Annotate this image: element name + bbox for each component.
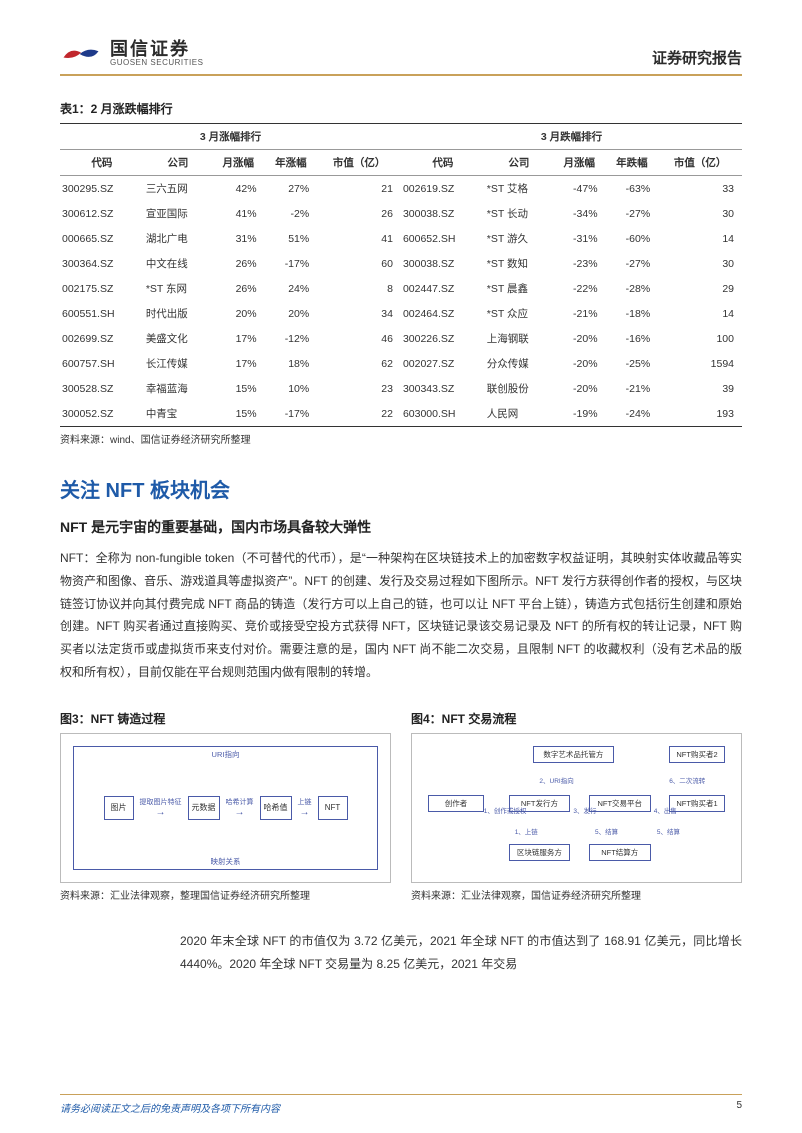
logo-cn-text: 国信证券 xyxy=(110,40,203,59)
th-mchg2: 月涨幅 xyxy=(553,150,606,176)
table-row: 300295.SZ三六五网42%27%21002619.SZ*ST 艾格-47%… xyxy=(60,176,742,202)
logo-block: 国信证券 GUOSEN SECURITIES xyxy=(60,40,203,68)
figure-3: 图3：NFT 铸造过程 URI指向 图片 提取图片特征→ 元数据 哈希计算→ 哈… xyxy=(60,710,391,902)
section-body: NFT：全称为 non-fungible token（不可替代的代币），是“一种… xyxy=(60,547,742,684)
table-row: 000665.SZ湖北广电31%51%41600652.SH*ST 游久-31%… xyxy=(60,226,742,251)
fig4-edge-6: 5、结算 xyxy=(595,826,618,836)
table-row: 300528.SZ幸福蓝海15%10%23300343.SZ联创股份-20%-2… xyxy=(60,376,742,401)
fig3-top-label: URI指向 xyxy=(74,749,377,760)
page-footer: 请务必阅读正文之后的免责声明及各项下所有内容 5 xyxy=(60,1094,742,1115)
fig4-edge-7: 5、结算 xyxy=(657,826,680,836)
fig4-title: 图4：NFT 交易流程 xyxy=(411,710,742,727)
table-row: 600757.SH长江传媒17%18%62002027.SZ分众传媒-20%-2… xyxy=(60,351,742,376)
fig4-node-settle: NFT结算方 xyxy=(589,844,651,861)
fig3-edge-0: 提取图片特征 xyxy=(140,797,182,807)
fig3-title: 图3：NFT 铸造过程 xyxy=(60,710,391,727)
fig3-edge-2: 上链 xyxy=(298,797,312,807)
footer-page-number: 5 xyxy=(736,1100,742,1115)
fig3-node-0: 图片 xyxy=(104,796,134,820)
fig4-edge-4: 4、出售 xyxy=(654,805,677,815)
fig4-node-chain: 区块链服务方 xyxy=(509,844,571,861)
table-row: 300612.SZ宣亚国际41%-2%26300038.SZ*ST 长动-34%… xyxy=(60,201,742,226)
th-mktcap: 市值（亿） xyxy=(317,150,401,176)
fig4-node-exchange: NFT交易平台 xyxy=(589,795,651,812)
th-ychg: 年涨幅 xyxy=(265,150,318,176)
logo-en-text: GUOSEN SECURITIES xyxy=(110,59,203,67)
th-company: 公司 xyxy=(144,150,212,176)
fig4-edge-1: 1、上链 xyxy=(515,826,538,836)
table-title: 表1：2 月涨跌幅排行 xyxy=(60,100,742,117)
fig3-source: 资料来源：汇业法律观察，整理国信证券经济研究所整理 xyxy=(60,887,391,902)
fig4-node-buyer2: NFT购买者2 xyxy=(669,746,725,763)
fig4-node-top: 数字艺术品托管方 xyxy=(533,746,613,763)
table-row: 600551.SH时代出版20%20%34002464.SZ*ST 众应-21%… xyxy=(60,301,742,326)
fig4-edge-5: 6、二次流转 xyxy=(669,775,705,785)
section-title: 关注 NFT 板块机会 xyxy=(60,474,742,503)
page-header: 国信证券 GUOSEN SECURITIES 证券研究报告 xyxy=(60,40,742,76)
fig4-node-creator: 创作者 xyxy=(428,795,484,812)
fig3-node-2: 哈希值 xyxy=(260,796,292,820)
th-mktcap2: 市值（亿） xyxy=(658,150,742,176)
figure-4: 图4：NFT 交易流程 创作者 数字艺术品托管方 NFT发行方 NFT交易平台 … xyxy=(411,710,742,902)
table-row: 002699.SZ美盛文化17%-12%46300226.SZ上海钢联-20%-… xyxy=(60,326,742,351)
th-code2: 代码 xyxy=(401,150,485,176)
section-subtitle: NFT 是元宇宙的重要基础，国内市场具备较大弹性 xyxy=(60,517,742,537)
fig4-source: 资料来源：汇业法律观察，国信证券经济研究所整理 xyxy=(411,887,742,902)
th-group-down: 3 月跌幅排行 xyxy=(401,124,742,150)
bottom-paragraph: 2020 年末全球 NFT 的市值仅为 3.72 亿美元，2021 年全球 NF… xyxy=(180,930,742,976)
fig4-edge-3: 3、发行 xyxy=(573,805,596,815)
th-mchg: 月涨幅 xyxy=(212,150,265,176)
fig3-canvas: URI指向 图片 提取图片特征→ 元数据 哈希计算→ 哈希值 上链→ NFT 映… xyxy=(60,733,391,883)
table-row: 002175.SZ*ST 东网26%24%8002447.SZ*ST 晨鑫-22… xyxy=(60,276,742,301)
fig3-edge-1: 哈希计算 xyxy=(226,797,254,807)
fig3-bottom-label: 映射关系 xyxy=(74,856,377,867)
table-source: 资料来源：wind、国信证券经济研究所整理 xyxy=(60,431,742,446)
fig4-edge-2: 2、URI指向 xyxy=(539,775,573,785)
fig4-node-buyer1: NFT购买者1 xyxy=(669,795,725,812)
fig4-canvas: 创作者 数字艺术品托管方 NFT发行方 NFT交易平台 NFT购买者1 NFT购… xyxy=(411,733,742,883)
th-company2: 公司 xyxy=(485,150,553,176)
fig3-node-1: 元数据 xyxy=(188,796,220,820)
rank-table: 3 月涨幅排行 3 月跌幅排行 代码 公司 月涨幅 年涨幅 市值（亿） 代码 公… xyxy=(60,123,742,427)
th-group-up: 3 月涨幅排行 xyxy=(60,124,401,150)
footer-disclaimer: 请务必阅读正文之后的免责声明及各项下所有内容 xyxy=(60,1100,280,1115)
table-row: 300364.SZ中文在线26%-17%60300038.SZ*ST 数知-23… xyxy=(60,251,742,276)
table-row: 300052.SZ中青宝15%-17%22603000.SH人民网-19%-24… xyxy=(60,401,742,427)
fig3-node-3: NFT xyxy=(318,796,348,820)
th-code: 代码 xyxy=(60,150,144,176)
fig4-edge-0: 1、创作或授权 xyxy=(484,805,527,815)
report-type-label: 证券研究报告 xyxy=(652,47,742,68)
guosen-logo-icon xyxy=(60,40,102,68)
th-ychg2: 年跌幅 xyxy=(606,150,659,176)
